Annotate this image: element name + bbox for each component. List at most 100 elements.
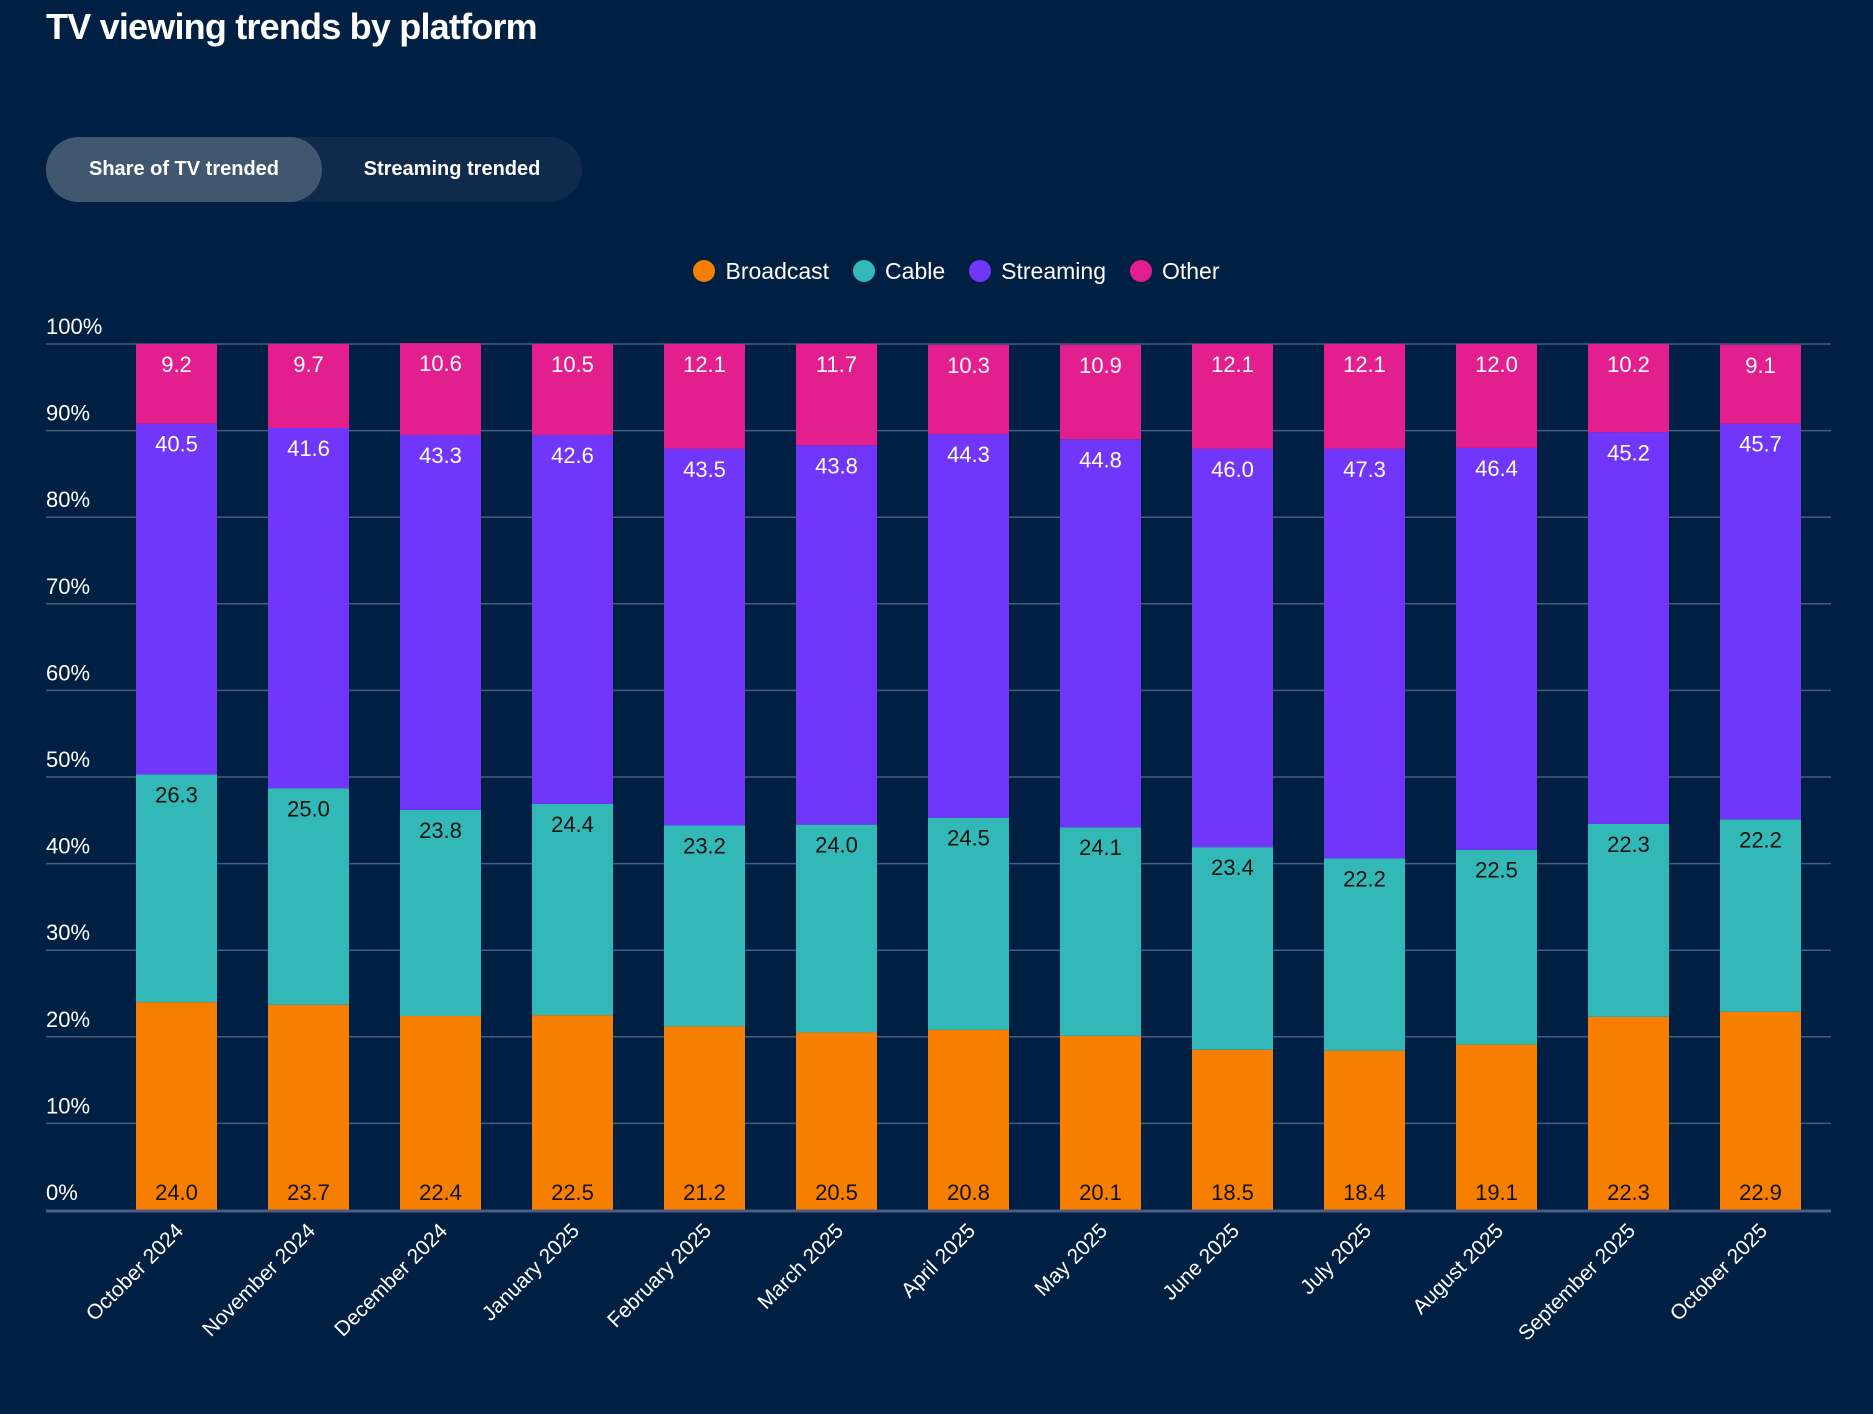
- bar-segment-streaming[interactable]: [1192, 448, 1273, 848]
- y-tick-label: 20%: [46, 1007, 90, 1032]
- bar-segment-streaming[interactable]: [1720, 423, 1801, 820]
- bar-segment-other[interactable]: [136, 344, 217, 424]
- data-label-broadcast: 20.8: [947, 1180, 990, 1205]
- data-label-cable: 24.5: [947, 826, 990, 851]
- x-tick-label: August 2025: [1408, 1219, 1508, 1319]
- x-axis-ticks: October 2024 November 2024 December 2024 Ja…: [82, 1219, 1772, 1345]
- data-label-broadcast: 23.7: [287, 1180, 330, 1205]
- y-axis-ticks: 0% 10% 20% 30% 40% 50% 60% 70% 80% 90% 100%: [46, 314, 102, 1205]
- bar-segment-streaming[interactable]: [400, 434, 481, 810]
- bar-segment-streaming[interactable]: [1060, 439, 1141, 828]
- legend-dot-cable-icon: [853, 260, 876, 282]
- bar-segment-broadcast[interactable]: [1324, 1050, 1405, 1210]
- data-label-streaming: 47.3: [1343, 457, 1386, 482]
- bar-segment-broadcast[interactable]: [1588, 1016, 1669, 1210]
- page-title: TV viewing trends by platform: [46, 6, 538, 47]
- x-tick-label: October 2024: [82, 1219, 188, 1325]
- bar-segment-streaming[interactable]: [664, 448, 745, 826]
- data-label-broadcast: 20.1: [1079, 1180, 1122, 1205]
- data-label-cable: 23.4: [1211, 855, 1254, 880]
- bar-segment-other[interactable]: [1588, 344, 1669, 433]
- data-label-broadcast: 22.5: [551, 1180, 594, 1205]
- bar-segment-other[interactable]: [1324, 344, 1405, 449]
- data-label-other: 10.6: [419, 351, 462, 376]
- bar-segment-streaming[interactable]: [1588, 432, 1669, 824]
- bar-segment-other[interactable]: [1192, 344, 1273, 449]
- y-tick-label: 50%: [46, 747, 90, 772]
- bar-segment-broadcast[interactable]: [796, 1032, 877, 1210]
- bar-segment-cable[interactable]: [532, 803, 613, 1016]
- bar-segment-cable[interactable]: [268, 788, 349, 1005]
- bar-segment-cable[interactable]: [796, 824, 877, 1033]
- bar-segment-other[interactable]: [664, 344, 745, 449]
- bar-segment-other[interactable]: [928, 344, 1009, 435]
- y-tick-label: 80%: [46, 487, 90, 512]
- bar-segment-broadcast[interactable]: [136, 1002, 217, 1210]
- bar-segment-other[interactable]: [1720, 344, 1801, 424]
- bar-segment-broadcast[interactable]: [1720, 1011, 1801, 1210]
- bar-segment-streaming[interactable]: [136, 423, 217, 775]
- bar-segment-cable[interactable]: [1456, 849, 1537, 1045]
- bar-segment-broadcast[interactable]: [928, 1029, 1009, 1210]
- bar-segment-cable[interactable]: [1324, 858, 1405, 1051]
- legend-item-broadcast[interactable]: Broadcast: [693, 258, 829, 285]
- legend-item-cable[interactable]: Cable: [853, 258, 945, 285]
- bar-segment-broadcast[interactable]: [1192, 1049, 1273, 1210]
- bar-segment-cable[interactable]: [1060, 827, 1141, 1036]
- x-tick-label: May 2025: [1031, 1219, 1112, 1300]
- bar-segment-cable[interactable]: [1588, 823, 1669, 1017]
- y-tick-label: 90%: [46, 401, 90, 426]
- bar-segment-other[interactable]: [532, 344, 613, 435]
- data-label-cable: 24.4: [551, 812, 594, 837]
- data-label-streaming: 45.2: [1607, 440, 1650, 465]
- x-tick-label: October 2025: [1666, 1219, 1772, 1325]
- bar-segment-broadcast[interactable]: [532, 1015, 613, 1210]
- legend-dot-broadcast-icon: [693, 260, 716, 282]
- bar-segment-cable[interactable]: [1720, 819, 1801, 1012]
- bar-segment-streaming[interactable]: [268, 428, 349, 789]
- data-label-other: 10.9: [1079, 353, 1122, 378]
- bar-segment-cable[interactable]: [928, 817, 1009, 1030]
- bar-segment-streaming[interactable]: [796, 445, 877, 825]
- data-label-broadcast: 21.2: [683, 1180, 726, 1205]
- x-tick-label: April 2025: [897, 1219, 980, 1302]
- data-label-other: 10.5: [551, 352, 594, 377]
- bar-segment-cable[interactable]: [400, 809, 481, 1017]
- data-label-other: 10.2: [1607, 352, 1650, 377]
- bar-segment-broadcast[interactable]: [1060, 1035, 1141, 1210]
- bar-segment-streaming[interactable]: [532, 434, 613, 804]
- data-label-streaming: 45.7: [1739, 432, 1782, 457]
- bar-segment-other[interactable]: [796, 344, 877, 446]
- bar-segment-other[interactable]: [1456, 344, 1537, 448]
- bar-segment-other[interactable]: [400, 343, 481, 435]
- bar-series: [136, 343, 1801, 1210]
- legend-dot-streaming-icon: [969, 260, 992, 282]
- data-label-other: 10.3: [947, 353, 990, 378]
- bar-segment-other[interactable]: [1060, 344, 1141, 440]
- data-label-broadcast: 24.0: [155, 1180, 198, 1205]
- data-label-other: 9.7: [293, 352, 324, 377]
- bar-segment-streaming[interactable]: [928, 434, 1009, 818]
- bar-segment-cable[interactable]: [664, 825, 745, 1027]
- x-tick-label: January 2025: [478, 1219, 584, 1325]
- bar-segment-broadcast[interactable]: [268, 1004, 349, 1210]
- y-tick-label: 30%: [46, 920, 90, 945]
- bar-segment-broadcast[interactable]: [1456, 1044, 1537, 1210]
- data-label-cable: 23.8: [419, 818, 462, 843]
- bar-segment-cable[interactable]: [1192, 847, 1273, 1050]
- legend-item-other[interactable]: Other: [1129, 258, 1220, 285]
- data-label-cable: 23.2: [683, 833, 726, 858]
- bar-segment-cable[interactable]: [136, 774, 217, 1003]
- bar-segment-broadcast[interactable]: [400, 1016, 481, 1210]
- data-label-other: 12.1: [683, 352, 726, 377]
- tab-share-of-tv-trended[interactable]: Share of TV trended: [46, 137, 322, 202]
- x-tick-label: March 2025: [753, 1219, 848, 1314]
- tab-streaming-trended[interactable]: Streaming trended: [363, 158, 541, 180]
- bar-segment-streaming[interactable]: [1456, 447, 1537, 850]
- bar-segment-other[interactable]: [268, 344, 349, 429]
- bar-segment-broadcast[interactable]: [664, 1026, 745, 1210]
- data-label-streaming: 43.8: [815, 453, 858, 478]
- legend-item-streaming[interactable]: Streaming: [969, 258, 1106, 285]
- data-label-cable: 26.3: [155, 782, 198, 807]
- bar-segment-streaming[interactable]: [1324, 448, 1405, 859]
